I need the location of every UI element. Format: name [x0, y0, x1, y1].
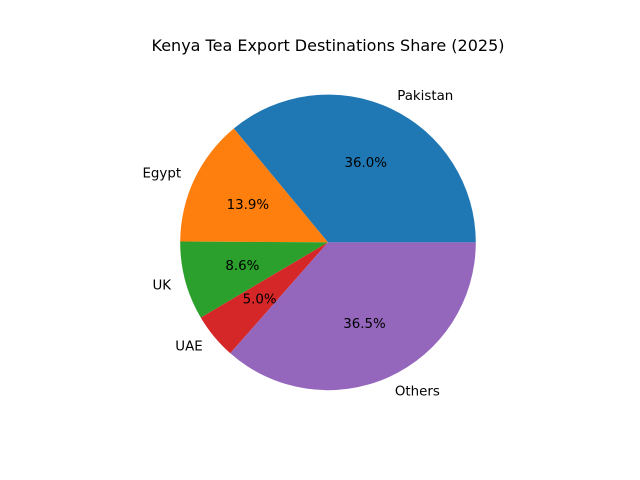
- slice-label-uae: UAE: [175, 340, 202, 355]
- slice-percent-egypt: 13.9%: [227, 198, 270, 213]
- slice-label-uk: UK: [152, 279, 172, 294]
- slice-percent-uk: 8.6%: [225, 259, 259, 274]
- slice-label-pakistan: Pakistan: [397, 89, 453, 104]
- slice-percent-uae: 5.0%: [243, 293, 277, 308]
- slice-percent-others: 36.5%: [343, 317, 386, 332]
- chart-title: Kenya Tea Export Destinations Share (202…: [151, 36, 505, 55]
- pie-slice-uae: [200, 242, 328, 354]
- pie-slice-pakistan: [233, 94, 476, 243]
- pie-slice-others: [230, 242, 476, 391]
- pie-slice-uk: [180, 241, 328, 318]
- pie-slice-egypt: [180, 128, 328, 243]
- slice-label-others: Others: [395, 384, 440, 399]
- slice-label-egypt: Egypt: [142, 166, 181, 181]
- slice-percent-pakistan: 36.0%: [344, 156, 387, 171]
